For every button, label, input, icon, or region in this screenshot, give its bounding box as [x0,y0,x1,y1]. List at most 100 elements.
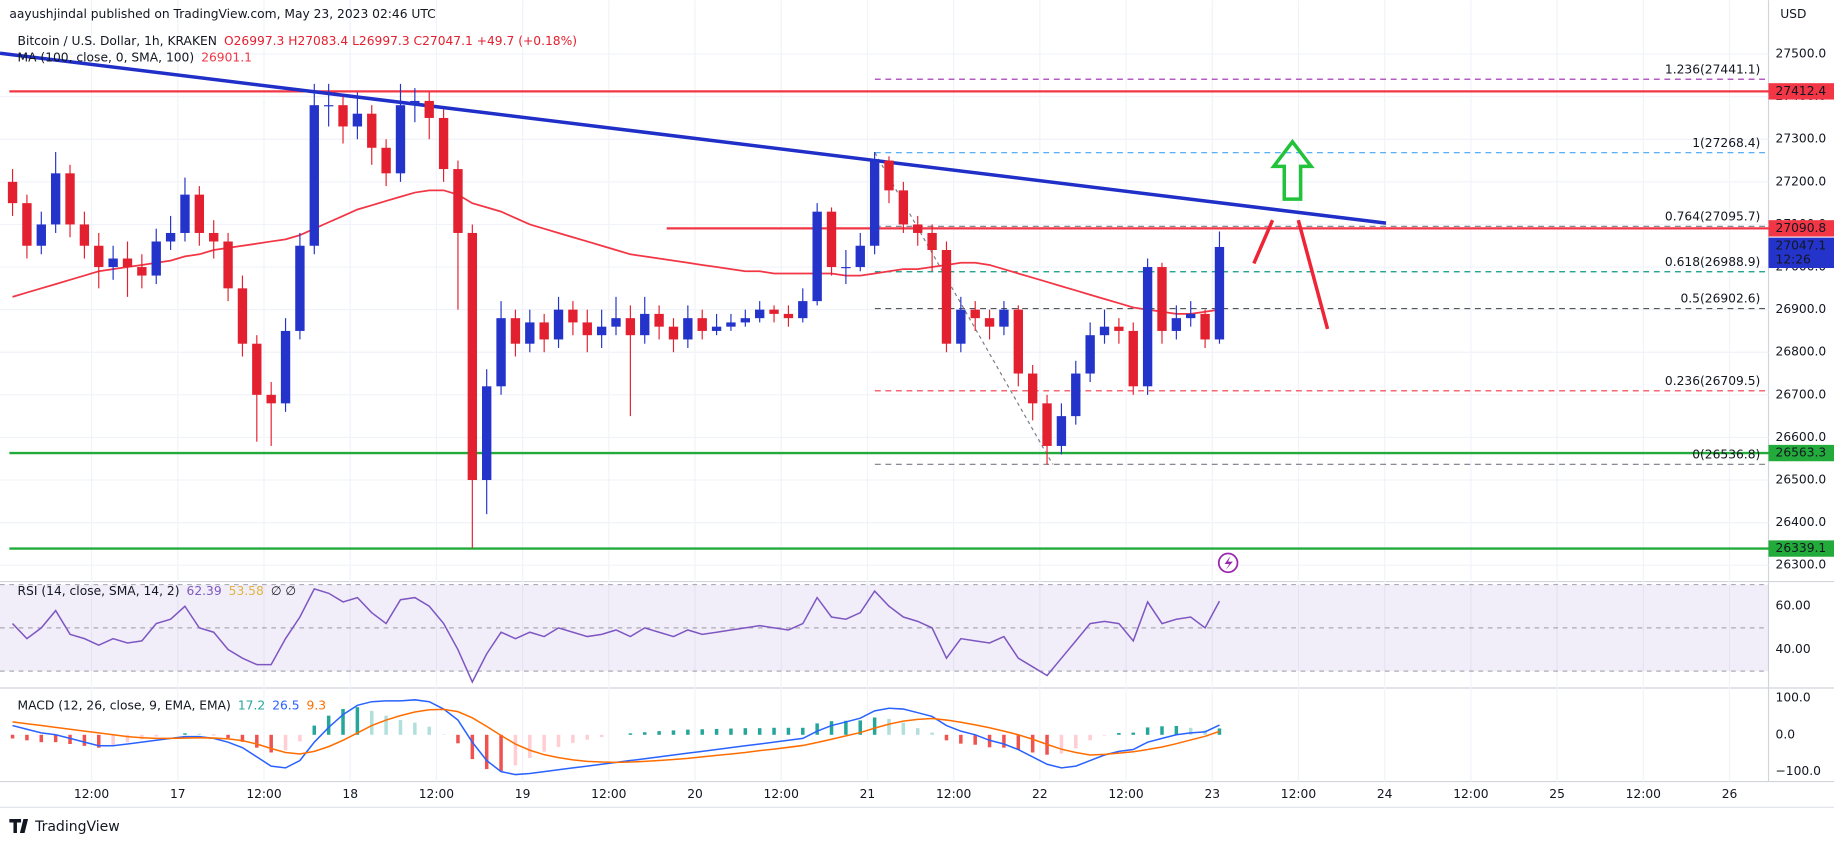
fib-label: 0.5(26902.6) [1680,292,1760,306]
macd-histogram-bar [1088,734,1092,741]
macd-histogram-bar [930,732,934,735]
macd-histogram-bar [53,734,58,743]
macd-histogram-bar [671,730,676,735]
x-tick-label: 19 [515,787,531,801]
macd-histogram-bar [915,728,920,735]
macd-histogram-bar [599,734,604,738]
fib-label: 1(27268.4) [1692,136,1760,150]
y-tick-label: 26400.0 [1776,515,1827,529]
candle-body [769,309,779,314]
candle-body [1013,309,1023,374]
candle-body [338,105,348,127]
candle-body [108,258,118,268]
candle-body [898,190,909,225]
x-tick-label: 24 [1377,787,1393,801]
x-tick-label: 12:00 [74,787,109,801]
macd-histogram-bar [1102,734,1107,736]
candle-body [553,309,564,340]
macd-histogram-bar [125,734,130,743]
candle-body [381,147,391,174]
macd-title: MACD (12, 26, close, 9, EMA, EMA) [18,698,231,712]
macd-histogram-bar [1074,734,1078,749]
macd-histogram-bar [657,731,661,735]
candle-body [323,105,334,107]
candle-body [668,326,679,340]
candle-body [654,313,664,327]
macd-histogram-bar [815,723,819,735]
candle-body [913,224,923,233]
y-tick-label: 26300.0 [1776,558,1827,572]
candle-body [539,322,549,340]
macd-histogram-bar [39,734,44,743]
candle-body [280,330,291,404]
macd-histogram-bar [858,720,863,735]
countdown-label: 12:26 [1776,252,1812,266]
macd-histogram-bar [312,725,317,735]
candle-body [1085,335,1095,374]
macd-histogram-bar [154,734,158,737]
y-tick-label: 27500.0 [1776,47,1827,61]
x-tick-label: 12:00 [1626,787,1661,801]
candle-body [22,203,32,246]
last-price-box [1768,237,1834,269]
macd-histogram-bar [10,734,15,739]
candle-body [50,173,61,225]
candle-body [683,318,693,340]
candle-body [467,232,478,481]
macd-histogram-bar [1059,734,1064,754]
macd-histogram-bar [887,718,891,735]
macd-tick-label: 100.0 [1776,690,1811,704]
macd-histogram-bar [111,734,115,746]
macd-histogram-bar [355,707,360,735]
last-price-label: 27047.1 [1776,238,1827,252]
macd-histogram-bar [528,734,532,759]
macd-histogram-bar [844,720,848,735]
candle-body [79,224,90,246]
macd-histogram-bar [959,734,963,744]
macd-histogram-bar [197,733,202,735]
candle-body [151,241,161,276]
fib-label: 0(26536.8) [1692,447,1760,461]
x-tick-label: 12:00 [1281,787,1316,801]
candle-body [438,117,449,170]
candle-body [1157,267,1167,331]
macd-histogram-bar [729,728,733,735]
x-tick-label: 12:00 [1108,787,1143,801]
level-price-box [1768,540,1834,557]
candle-body [855,245,865,268]
macd-histogram-bar [470,734,475,760]
candle-body [7,181,18,204]
candle-body [726,322,736,327]
candle-body [94,245,104,268]
macd-histogram-bar [700,729,704,735]
macd-histogram-bar [1002,734,1006,748]
candle-body [295,245,305,331]
candle-body [1042,403,1052,446]
candle-body [640,313,650,336]
x-tick-label: 23 [1204,787,1220,801]
macd-histogram-bar [1117,732,1121,735]
candle-body [826,211,837,268]
level-price-label: 27090.8 [1776,221,1827,235]
x-tick-label: 25 [1549,787,1565,801]
candle-body [395,105,406,174]
red-line [1296,219,1330,330]
candle-body [1200,313,1210,340]
candle-body [209,232,219,242]
candle-body [367,113,377,148]
macd-histogram-bar [714,728,719,735]
macd-histogram-bar [369,710,374,735]
candle-body [611,318,621,327]
rsi-band [0,584,1769,672]
candle-body [970,309,980,319]
up-arrow [1270,138,1315,201]
legend: MACD (12, 26, close, 9, EMA, EMA) 17.2 26.… [18,698,326,712]
candle-body [841,267,851,269]
candle-body [1114,326,1124,331]
ma-value: 26901.1 [201,50,252,64]
x-tick-label: 12:00 [936,787,971,801]
macd-histogram-bar [1145,727,1150,735]
footer-brand: TradingView [34,819,120,835]
y-tick-label: 27200.0 [1776,174,1827,188]
